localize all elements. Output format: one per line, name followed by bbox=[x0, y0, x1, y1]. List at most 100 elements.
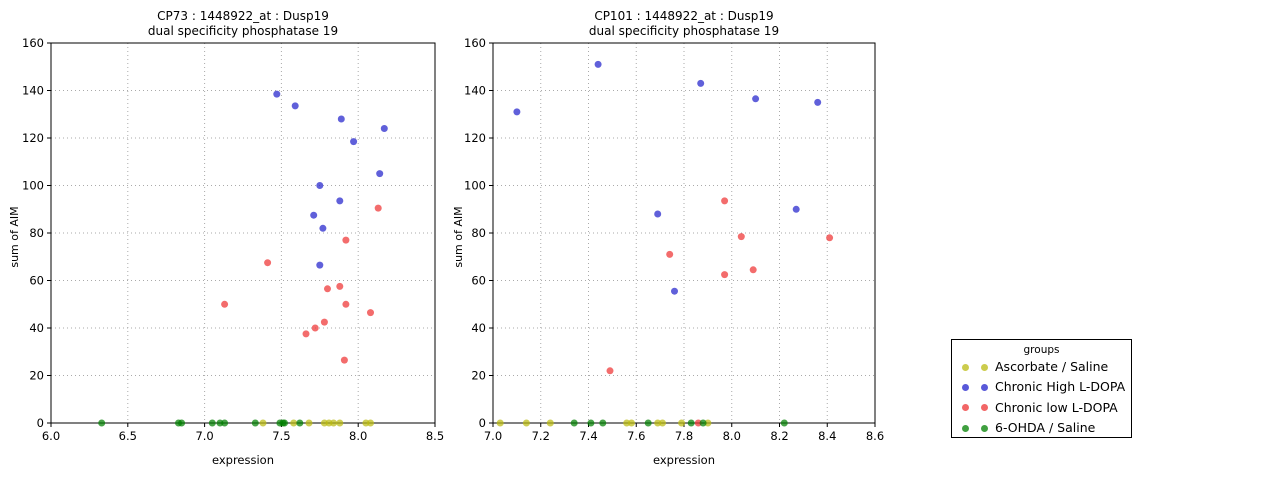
legend-entry-label: 6-OHDA / Saline bbox=[995, 420, 1096, 436]
legend-marker-dot bbox=[981, 424, 988, 432]
data-point bbox=[687, 419, 695, 427]
data-point bbox=[694, 419, 702, 427]
legend-entry: Ascorbate / Saline bbox=[952, 357, 1131, 377]
data-point bbox=[644, 419, 652, 427]
data-point bbox=[522, 419, 530, 427]
data-point bbox=[324, 285, 331, 293]
right-plot-title-line2: dual specificity phosphatase 19 bbox=[588, 24, 780, 38]
data-point bbox=[350, 138, 358, 146]
data-point bbox=[316, 261, 324, 269]
data-point bbox=[826, 234, 834, 242]
data-point bbox=[671, 287, 678, 295]
y-tick-label: 120 bbox=[22, 131, 44, 145]
x-tick-label: 7.0 bbox=[484, 429, 502, 443]
data-point bbox=[251, 419, 259, 427]
data-point bbox=[208, 419, 216, 427]
axes-spines bbox=[50, 42, 436, 424]
legend-box: groups Ascorbate / Saline Chronic High L-… bbox=[951, 339, 1132, 438]
left-plot-title-line2: dual specificity phosphatase 19 bbox=[147, 24, 339, 38]
left-plot-title-line1: CP73 : 1448922_at : Dusp19 bbox=[157, 9, 329, 23]
data-point bbox=[606, 367, 614, 375]
data-point bbox=[340, 356, 348, 364]
data-point bbox=[374, 204, 382, 212]
legend-entry-label: Ascorbate / Saline bbox=[995, 358, 1109, 374]
y-tick-label: 160 bbox=[22, 36, 44, 50]
data-point bbox=[320, 318, 328, 326]
data-point bbox=[570, 419, 578, 427]
data-point bbox=[704, 419, 712, 427]
x-tick-label: 8.6 bbox=[866, 429, 884, 443]
data-point bbox=[319, 224, 327, 232]
data-point bbox=[628, 419, 635, 427]
x-tick-label: 7.6 bbox=[627, 429, 645, 443]
y-tick-label: 40 bbox=[29, 321, 44, 335]
data-point bbox=[792, 205, 800, 213]
data-point bbox=[814, 98, 822, 106]
data-point bbox=[513, 108, 521, 116]
y-tick-label: 0 bbox=[479, 416, 486, 430]
y-tick-label: 40 bbox=[471, 321, 486, 335]
legend-entries: Ascorbate / Saline Chronic High L-DOPA Chr… bbox=[952, 357, 1131, 439]
data-point bbox=[311, 324, 319, 332]
data-point bbox=[296, 419, 304, 427]
x-tick-label: 8.0 bbox=[723, 429, 741, 443]
data-point bbox=[697, 79, 705, 87]
y-tick-label: 140 bbox=[464, 84, 486, 98]
y-tick-label: 100 bbox=[464, 179, 486, 193]
legend-entry: Chronic low L-DOPA bbox=[952, 398, 1131, 418]
data-point bbox=[264, 259, 272, 267]
data-point bbox=[336, 197, 344, 205]
data-point bbox=[599, 419, 607, 427]
x-tick-label: 6.5 bbox=[119, 429, 137, 443]
data-point bbox=[380, 125, 388, 132]
data-point bbox=[336, 282, 344, 290]
data-point bbox=[699, 419, 707, 427]
x-tick-label: 8.2 bbox=[770, 429, 788, 443]
data-point bbox=[305, 419, 313, 427]
y-tick-label: 20 bbox=[29, 369, 44, 383]
x-tick-label: 8.5 bbox=[426, 429, 444, 443]
data-point bbox=[221, 419, 229, 427]
data-point bbox=[302, 330, 310, 338]
data-point bbox=[367, 419, 374, 427]
x-tick-label: 7.8 bbox=[675, 429, 693, 443]
data-point bbox=[291, 102, 299, 110]
legend-entry-label: Chronic High L-DOPA bbox=[995, 379, 1126, 395]
x-tick-label: 8.4 bbox=[818, 429, 836, 443]
y-tick-label: 160 bbox=[464, 36, 486, 50]
data-point bbox=[342, 300, 350, 308]
data-point bbox=[587, 419, 595, 427]
data-point bbox=[780, 419, 788, 427]
data-point bbox=[623, 419, 631, 427]
data-point bbox=[336, 419, 344, 427]
y-tick-label: 140 bbox=[22, 84, 44, 98]
legend-title: groups bbox=[1023, 344, 1060, 356]
data-point bbox=[496, 419, 504, 427]
y-tick-label: 60 bbox=[471, 274, 486, 288]
x-tick-label: 7.2 bbox=[532, 429, 550, 443]
data-point bbox=[178, 419, 186, 427]
left-plot-x-axis-label: expression bbox=[211, 453, 275, 467]
x-tick-label: 8.0 bbox=[349, 429, 367, 443]
data-point bbox=[678, 419, 686, 427]
y-tick-label: 120 bbox=[464, 131, 486, 145]
data-point bbox=[721, 271, 729, 279]
data-point bbox=[337, 115, 345, 123]
data-point bbox=[749, 266, 757, 274]
legend-marker-dot bbox=[962, 404, 969, 412]
x-tick-label: 7.0 bbox=[195, 429, 213, 443]
legend-entry: Chronic High L-DOPA bbox=[952, 377, 1131, 397]
legend-marker-dot bbox=[962, 384, 969, 392]
data-point bbox=[594, 60, 602, 68]
data-point bbox=[666, 250, 674, 258]
data-point bbox=[376, 170, 384, 178]
data-point bbox=[342, 236, 350, 244]
legend-marker-dot bbox=[962, 363, 969, 371]
legend-marker-dot bbox=[981, 404, 988, 412]
y-tick-label: 0 bbox=[37, 416, 44, 430]
y-tick-label: 80 bbox=[471, 226, 486, 240]
right-plot: 7.0 7.2 7.4 7.6 7.8 8.0 8.2 8.4 8.6 0 20 40 60 80 100 1… bbox=[464, 36, 884, 443]
right-plot-y-axis-label: sum of AIM bbox=[452, 206, 465, 268]
